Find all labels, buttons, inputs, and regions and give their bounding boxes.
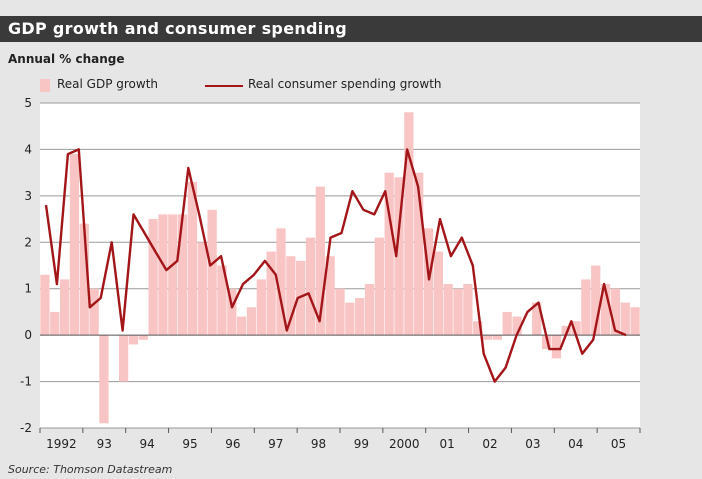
- gdp-bar: [364, 284, 375, 336]
- y-tick-label: 4: [24, 142, 32, 156]
- x-tick-labels: 1992 93 94 95 96 97 98 99 2000 01 02 03 04 05: [46, 437, 626, 451]
- consumer-spending-line: [44, 148, 627, 383]
- gdp-bar: [404, 112, 414, 336]
- consumer-line-group: [44, 148, 627, 383]
- gdp-bar: [581, 279, 591, 336]
- gdp-bar: [345, 302, 355, 336]
- gdp-bar: [315, 186, 325, 336]
- gdp-bar: [69, 154, 80, 336]
- gdp-bar: [187, 181, 198, 336]
- gdp-bar: [50, 311, 60, 336]
- y-tick-label: 1: [24, 282, 32, 296]
- gdp-bar: [532, 302, 542, 336]
- x-tick-label: 95: [182, 437, 197, 451]
- gdp-bars: [40, 112, 640, 424]
- x-tick-label: 99: [354, 437, 369, 451]
- x-tick-label: 02: [482, 437, 497, 451]
- legend-swatch-gdp: [40, 79, 50, 92]
- x-tick-label: 1992: [46, 437, 77, 451]
- gdp-bar: [79, 223, 89, 336]
- y-tick-label: 2: [24, 235, 32, 249]
- gdp-bar: [246, 307, 257, 336]
- gdp-bar: [453, 288, 463, 336]
- gdp-bar: [473, 321, 483, 336]
- gdp-bar: [207, 209, 217, 336]
- gdp-bar: [433, 251, 443, 336]
- gdp-bar: [158, 214, 168, 336]
- gdp-bar: [423, 228, 434, 336]
- y-tick-label: 3: [24, 189, 32, 203]
- gdp-bar: [138, 335, 148, 340]
- gdp-bar: [443, 284, 453, 336]
- x-tick-label: 94: [140, 437, 155, 451]
- x-tick-label: 04: [568, 437, 583, 451]
- gdp-bar: [463, 284, 473, 336]
- gdp-bar: [128, 335, 139, 345]
- x-tick-label: 98: [311, 437, 326, 451]
- plot-background: [40, 103, 640, 428]
- y-tick-label: 5: [24, 96, 32, 110]
- gdp-bar: [266, 251, 276, 336]
- gdp-bar: [591, 265, 601, 336]
- gdp-bar: [99, 335, 109, 424]
- gdp-bar: [178, 214, 188, 336]
- y-axis-label: Annual % change: [8, 52, 125, 66]
- header-cut-strip: [0, 0, 702, 16]
- chart-title: GDP growth and consumer spending: [8, 19, 348, 38]
- gdp-bar: [512, 316, 522, 336]
- legend-label-gdp: Real GDP growth: [57, 77, 159, 91]
- x-tick-marks: [39, 428, 641, 433]
- gdp-bar: [335, 288, 345, 336]
- gdp-bar: [197, 242, 207, 336]
- gdp-bar: [394, 177, 404, 336]
- gdp-bar: [571, 321, 581, 336]
- gdp-bar: [168, 214, 178, 336]
- gdp-bar: [217, 265, 227, 336]
- y-tick-label: -1: [20, 375, 32, 389]
- gdp-bar: [148, 219, 158, 336]
- y-tick-labels: 5 4 3 2 1 0 -1 -2: [20, 96, 32, 435]
- gdp-bar: [630, 307, 640, 336]
- gdp-bar: [89, 288, 99, 336]
- gdp-bar: [374, 237, 384, 336]
- gdp-bar: [227, 288, 237, 336]
- gdp-bar: [492, 335, 502, 340]
- gdp-bar: [256, 279, 266, 336]
- gdp-bar: [384, 172, 394, 336]
- gdp-bar: [561, 325, 571, 336]
- gdp-bar: [286, 256, 296, 336]
- x-tick-label: 97: [268, 437, 283, 451]
- gdp-bar: [482, 335, 493, 340]
- gdp-bar: [502, 311, 512, 336]
- y-tick-label: -2: [20, 421, 32, 435]
- gdp-bar: [276, 228, 286, 336]
- x-tick-label: 01: [440, 437, 455, 451]
- gdp-bar: [414, 172, 424, 336]
- legend-label-consumer: Real consumer spending growth: [248, 77, 442, 91]
- x-tick-label: 96: [225, 437, 240, 451]
- gdp-bar: [620, 302, 630, 336]
- gdp-bar: [610, 288, 621, 336]
- legend-swatch-consumer: [205, 85, 243, 87]
- gdp-bar: [305, 237, 316, 336]
- title-bar: GDP growth and consumer spending: [0, 16, 702, 42]
- gdp-bar: [40, 274, 50, 336]
- source-note: Source: Thomson Datastream: [8, 463, 173, 476]
- gdp-bar: [325, 256, 335, 336]
- gdp-bar: [59, 279, 70, 336]
- gdp-bar: [551, 335, 562, 359]
- x-tick-label: 05: [611, 437, 626, 451]
- gdp-bar: [600, 284, 611, 336]
- gdp-bar: [237, 316, 247, 336]
- x-tick-label: 03: [525, 437, 540, 451]
- y-tick-label: 0: [24, 328, 32, 342]
- x-tick-label: 2000: [389, 437, 420, 451]
- x-tick-label: 93: [97, 437, 112, 451]
- gdp-bar: [355, 298, 365, 336]
- gdp-bar: [118, 335, 129, 382]
